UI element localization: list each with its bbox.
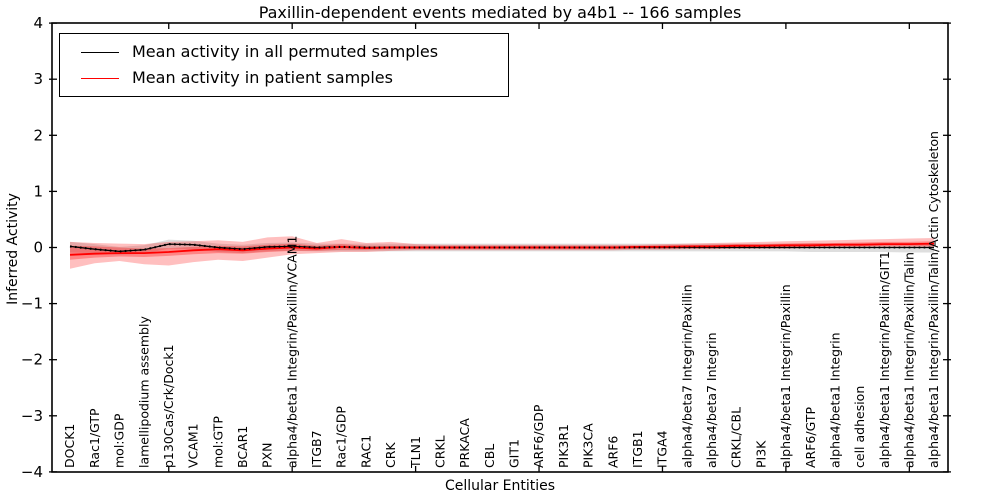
x-tick-label: PI3K [753,440,768,468]
x-tick-label: CRKL [433,435,448,468]
x-tick-label: BCAR1 [235,426,250,468]
x-tick-label: alpha4/beta7 Integrin [704,332,719,468]
x-tick-label: cell adhesion [852,386,867,468]
y-tick-label: −2 [21,351,43,369]
x-tick-label: alpha4/beta1 Integrin/Paxillin/Talin [902,252,917,468]
y-tick-label: −3 [21,407,43,425]
y-tick-label: −4 [21,463,43,481]
band-patient-range-outer [70,236,934,269]
x-tick-label: ITGB7 [309,430,324,468]
x-axis-label: Cellular Entities [444,478,556,494]
zero-reference-dotted-line [69,243,934,253]
x-tick-label: CRKL/CBL [729,407,744,468]
legend: Mean activity in all permuted samples Me… [59,33,509,97]
x-tick-label: TLN1 [408,436,423,469]
x-tick-label: PXN [260,443,275,468]
x-tick-label: alpha4/beta1 Integrin/Paxillin/GIT1 [877,251,892,468]
legend-label-permuted: Mean activity in all permuted samples [132,42,439,61]
x-tick-label: ARF6/GDP [531,404,546,468]
x-tick-label: mol:GTP [210,416,225,468]
x-tick-label: alpha4/beta7 Integrin/Paxillin [679,284,694,468]
x-tick-label: Rac1/GDP [334,406,349,468]
y-tick-label: 3 [33,70,43,88]
x-tick-label: DOCK1 [62,424,77,468]
x-tick-label: alpha4/beta1 Integrin/Paxillin/Talin/Act… [926,131,941,468]
x-tick-label: RAC1 [358,435,373,468]
y-tick-label: 4 [33,14,43,32]
x-tick-label: ARF6/GTP [803,407,818,468]
x-tick-label: alpha4/beta1 Integrin [828,332,843,468]
x-tick-label: alpha4/beta1 Integrin/Paxillin/VCAM1 [284,236,299,468]
x-tick-label: ITGA4 [655,430,670,468]
y-tick-label: −1 [21,295,43,313]
x-tick-label: mol:GDP [112,413,127,468]
y-tick-label: 1 [33,182,43,200]
x-tick-label: PRKACA [457,418,472,468]
x-tick-label: ITGB1 [630,430,645,468]
chart-title: Paxillin-dependent events mediated by a4… [258,3,742,22]
patient-line-swatch [81,77,119,79]
y-tick-label: 2 [33,126,43,144]
legend-label-patient: Mean activity in patient samples [132,68,393,87]
x-tick-label: PIK3R1 [556,424,571,468]
x-tick-label: PIK3CA [581,423,596,468]
x-tick-label: alpha4/beta1 Integrin/Paxillin [778,284,793,468]
x-tick-label: VCAM1 [186,423,201,468]
permuted-line-swatch [81,51,119,53]
y-axis-label: Inferred Activity [5,193,21,305]
x-tick-label: CBL [482,444,497,468]
y-tick-label: 0 [33,239,43,257]
x-tick-label: Rac1/GTP [87,408,102,468]
x-tick-label: ARF6 [605,436,620,468]
legend-item-permuted: Mean activity in all permuted samples [81,44,508,60]
x-tick-label: GIT1 [507,439,522,468]
x-tick-label: CRK [383,442,398,468]
x-tick-label: lamellipodium assembly [136,316,151,468]
x-tick-label: p130Cas/Crk/Dock1 [161,344,176,468]
patient-mean-line [69,242,935,256]
legend-item-patient: Mean activity in patient samples [81,70,508,86]
